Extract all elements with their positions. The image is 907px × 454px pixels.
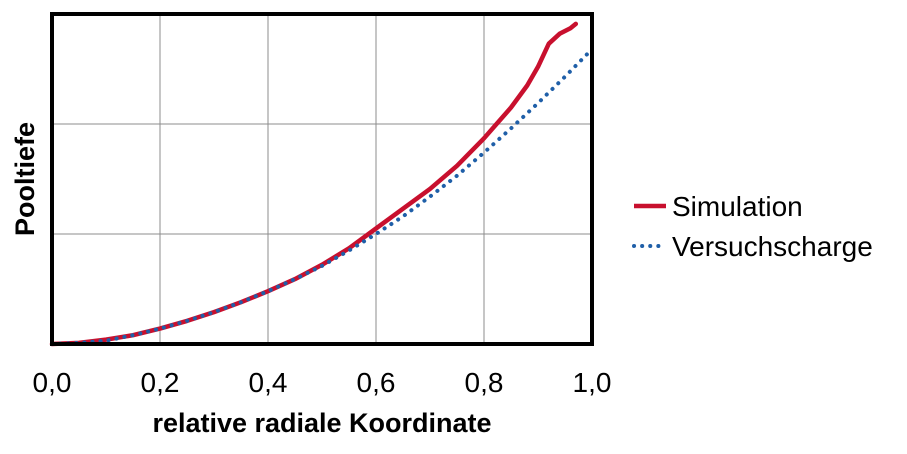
x-tick-label-2: 0,4 bbox=[249, 367, 288, 398]
x-axis-label: relative radiale Koordinate bbox=[152, 408, 491, 438]
grid bbox=[52, 14, 592, 344]
legend: Simulation Versuchscharge bbox=[632, 191, 873, 262]
x-tick-labels: 0,0 0,2 0,4 0,6 0,8 1,0 bbox=[33, 367, 612, 398]
series-line-simulation bbox=[49, 21, 579, 347]
plot-frame bbox=[50, 12, 594, 346]
legend-label-simulation: Simulation bbox=[672, 191, 803, 222]
x-tick-label-4: 0,8 bbox=[465, 367, 504, 398]
series-line-versuchscharge bbox=[50, 47, 594, 346]
y-axis-label: Pooltiefe bbox=[10, 122, 40, 236]
series-group bbox=[49, 21, 594, 347]
x-tick-label-3: 0,6 bbox=[357, 367, 396, 398]
x-tick-label-1: 0,2 bbox=[141, 367, 180, 398]
x-tick-label-5: 1,0 bbox=[573, 367, 612, 398]
legend-label-versuchscharge: Versuchscharge bbox=[672, 231, 873, 262]
x-tick-label-0: 0,0 bbox=[33, 367, 72, 398]
